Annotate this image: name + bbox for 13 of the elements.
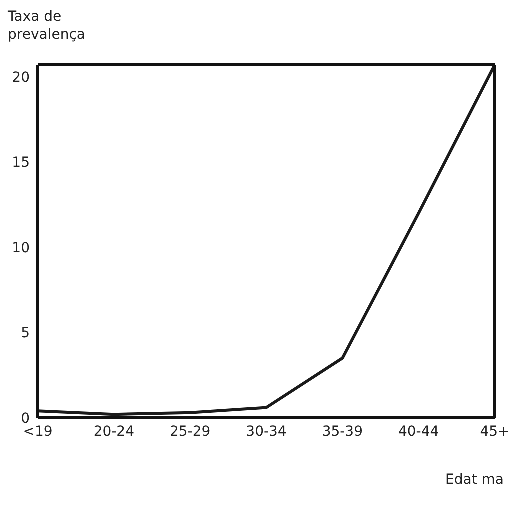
y-tick-label: 5 — [21, 326, 30, 342]
y-tick-label: 15 — [12, 155, 30, 172]
y-axis-title: Taxa de prevalença — [8, 8, 86, 44]
x-tick-label: 30-34 — [246, 424, 287, 440]
line-series — [38, 65, 495, 416]
x-tick-label: 25-29 — [170, 424, 211, 440]
x-tick-label: 40-44 — [398, 424, 440, 440]
y-tick-label: 10 — [12, 240, 30, 256]
x-tick-label: 45+ — [480, 424, 508, 440]
x-tick-label: 35-39 — [322, 424, 364, 440]
y-tick-label: 20 — [12, 70, 30, 86]
x-tick-label: 20-24 — [94, 424, 135, 440]
x-axis-title: Edat ma — [446, 472, 504, 488]
